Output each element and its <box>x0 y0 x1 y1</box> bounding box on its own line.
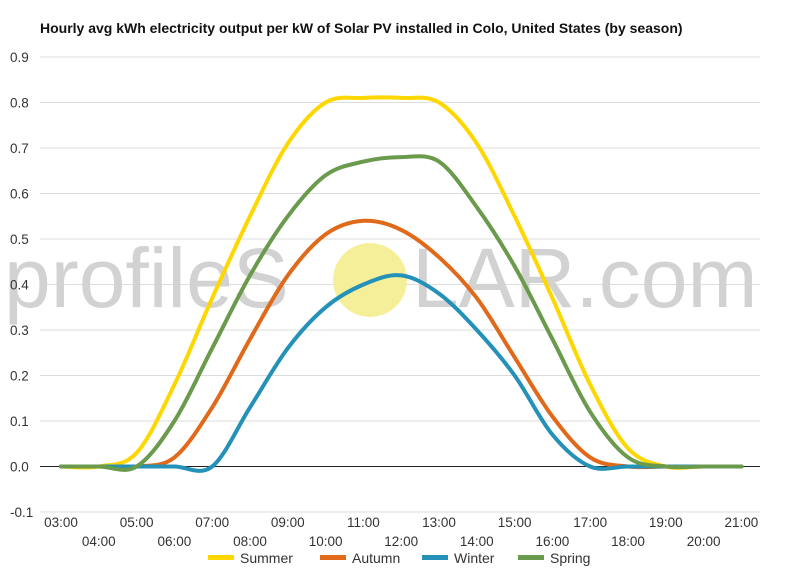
watermark-text-right: LAR.com <box>412 231 757 325</box>
legend-label-summer: Summer <box>240 550 293 566</box>
x-tick-label: 08:00 <box>233 534 267 549</box>
y-tick-label: 0.5 <box>10 232 29 247</box>
x-tick-label: 14:00 <box>460 534 494 549</box>
x-tick-label: 13:00 <box>422 515 456 530</box>
y-tick-label: 0.6 <box>10 187 29 202</box>
legend: Summer Autumn Winter Spring <box>208 550 590 566</box>
series-line-winter <box>59 273 744 473</box>
x-tick-label: 16:00 <box>536 534 570 549</box>
legend-swatch-spring <box>518 555 544 560</box>
watermark-text-left: profileS <box>4 231 289 325</box>
x-tick-label: 20:00 <box>687 534 721 549</box>
x-tick-label: 12:00 <box>384 534 418 549</box>
legend-label-winter: Winter <box>454 550 495 566</box>
y-tick-label: 0.4 <box>10 278 29 293</box>
series-line-summer <box>59 95 744 470</box>
x-tick-label: 07:00 <box>195 515 229 530</box>
x-tick-label: 05:00 <box>120 515 154 530</box>
x-tick-label: 21:00 <box>725 515 759 530</box>
x-tick-label: 06:00 <box>158 534 192 549</box>
y-tick-label: 0.2 <box>10 369 29 384</box>
y-axis: -0.1 0.0 0.1 0.2 0.3 0.4 0.5 0.6 0.7 0.8 0.9 <box>10 50 33 520</box>
x-tick-label: 18:00 <box>611 534 645 549</box>
y-tick-label: 0.0 <box>10 460 29 475</box>
x-tick-label: 09:00 <box>271 515 305 530</box>
legend-swatch-autumn <box>320 555 346 560</box>
y-tick-label: -0.1 <box>10 505 33 520</box>
legend-swatch-winter <box>422 555 448 560</box>
x-tick-label: 11:00 <box>347 515 380 530</box>
chart-title: Hourly avg kWh electricity output per kW… <box>40 20 683 36</box>
x-tick-label: 04:00 <box>82 534 116 549</box>
y-tick-label: 0.9 <box>10 50 29 65</box>
x-tick-label: 17:00 <box>573 515 607 530</box>
legend-swatch-summer <box>208 555 234 560</box>
series-line-spring <box>59 154 744 472</box>
y-tick-label: 0.3 <box>10 323 29 338</box>
y-tick-label: 0.8 <box>10 96 29 111</box>
legend-label-autumn: Autumn <box>352 550 400 566</box>
legend-label-spring: Spring <box>550 550 590 566</box>
series-lines <box>59 95 744 473</box>
x-tick-label: 10:00 <box>309 534 343 549</box>
x-tick-label: 03:00 <box>44 515 78 530</box>
y-tick-label: 0.1 <box>10 414 29 429</box>
y-tick-label: 0.7 <box>10 141 29 156</box>
x-tick-label: 19:00 <box>649 515 683 530</box>
x-tick-label: 15:00 <box>498 515 532 530</box>
